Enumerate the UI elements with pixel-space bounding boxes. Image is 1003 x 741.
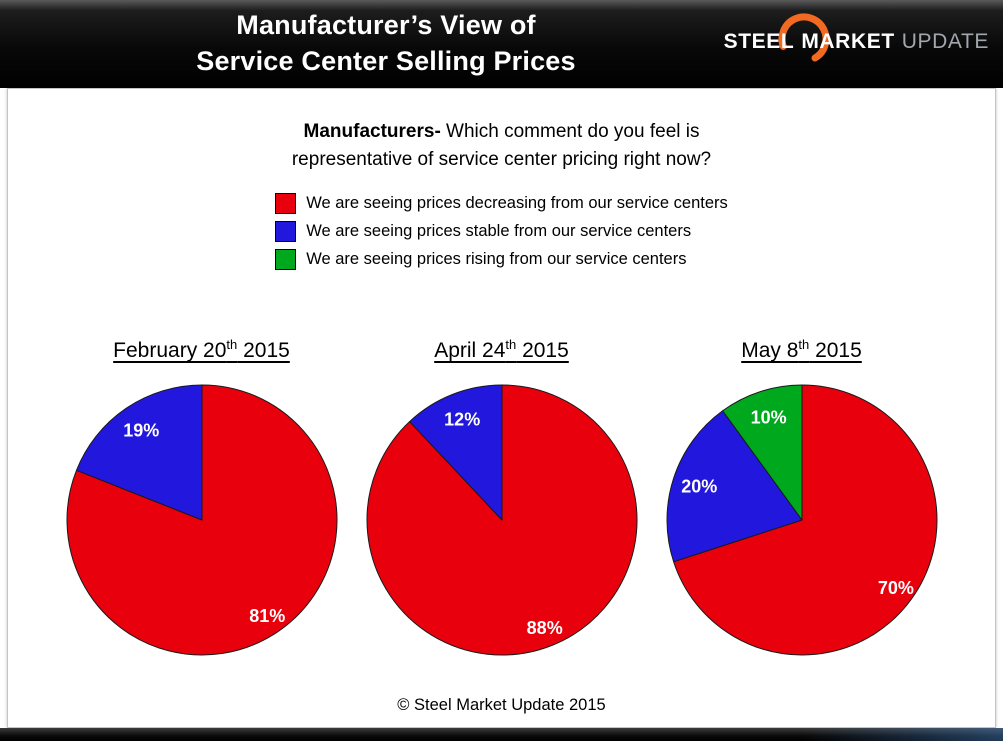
pie-chart-may: 70% 20% 10% (666, 384, 937, 656)
question-line1-rest: Which comment do you feel is (440, 121, 700, 142)
pie-slice-stable (666, 410, 802, 563)
logo-text-steel: STEEL (723, 30, 795, 53)
pie-label-decreasing: 88% (526, 618, 562, 638)
pie-label-decreasing: 70% (877, 578, 913, 598)
chart-april-24-2015: April 24th 2015 88% 12% (352, 332, 652, 660)
question-line2: representative of service center pricing… (291, 149, 712, 170)
pie-chart-february: 81% 19% (66, 384, 337, 656)
logo-text-update: UPDATE (901, 30, 989, 53)
legend-swatch-decreasing (275, 193, 297, 214)
pie-label-stable: 12% (444, 410, 480, 430)
legend-label-stable: We are seeing prices stable from our ser… (306, 222, 692, 240)
content-panel: Manufacturers- Which comment do you feel… (7, 88, 996, 728)
pie-slice-rising (721, 384, 802, 521)
question-lead: Manufacturers- (303, 121, 441, 142)
pie-label-rising: 10% (750, 407, 786, 427)
pie-label-decreasing: 81% (249, 606, 285, 626)
legend-label-rising: We are seeing prices rising from our ser… (306, 250, 687, 268)
legend-swatch-rising (275, 249, 297, 270)
header: Manufacturer’s View of Service Center Se… (0, 0, 1003, 88)
page-title-line1: Manufacturer’s View of (236, 10, 536, 40)
smu-logo: STEEL MARKET UPDATE (723, 13, 989, 62)
legend-swatch-stable (275, 221, 297, 242)
pie-slice-stable (75, 384, 202, 521)
pie-title: February 20th 2015 (113, 337, 290, 362)
pie-title: April 24th 2015 (434, 337, 569, 362)
copyright-footer: © Steel Market Update 2015 (397, 696, 606, 714)
legend-item-rising: We are seeing prices rising from our ser… (275, 249, 728, 270)
chart-may-8-2015: May 8th 2015 70% 20% 10% (652, 332, 952, 660)
pie-slice-decreasing (672, 384, 937, 656)
legend-item-decreasing: We are seeing prices decreasing from our… (275, 193, 728, 214)
pie-label-stable: 20% (681, 477, 717, 497)
page-title: Manufacturer’s View of Service Center Se… (0, 7, 772, 79)
logo-text-market: MARKET (801, 30, 895, 53)
legend-label-decreasing: We are seeing prices decreasing from our… (306, 194, 728, 212)
survey-question: Manufacturers- Which comment do you feel… (8, 118, 995, 174)
charts-row: February 20th 2015 81% 19% April 24th 201… (8, 332, 995, 660)
question-line1: Manufacturers- Which comment do you feel… (8, 118, 995, 146)
pie-label-stable: 19% (123, 421, 159, 441)
pie-chart-april: 88% 12% (366, 384, 637, 656)
pie-title: May 8th 2015 (741, 337, 862, 362)
pie-slice-stable (408, 384, 502, 521)
bottom-bar (0, 728, 1003, 741)
chart-february-20-2015: February 20th 2015 81% 19% (52, 332, 352, 660)
page-title-line2: Service Center Selling Prices (196, 46, 576, 76)
legend: We are seeing prices decreasing from our… (275, 193, 728, 270)
legend-item-stable: We are seeing prices stable from our ser… (275, 221, 728, 242)
